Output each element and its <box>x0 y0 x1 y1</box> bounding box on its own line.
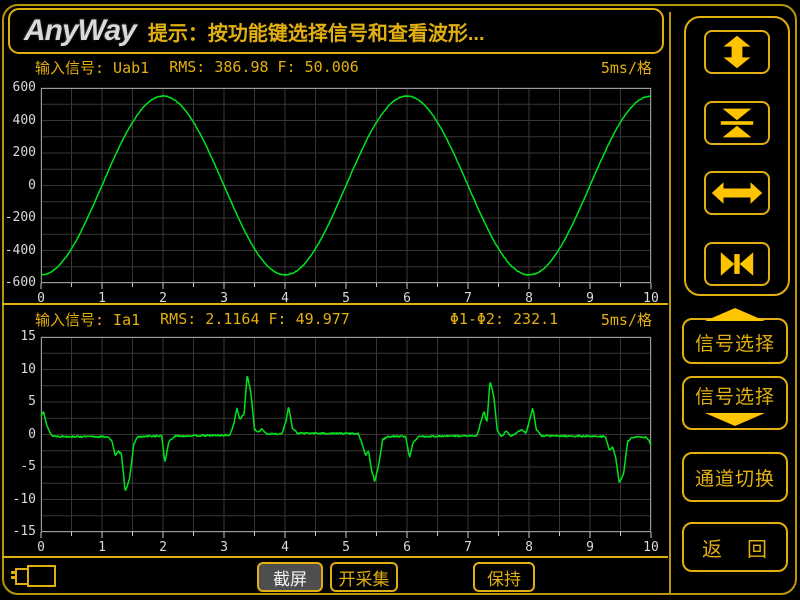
y-tick-label: 0 <box>28 426 36 442</box>
rms-freq-readout: RMS: 2.1164 F: 49.977 <box>160 310 350 328</box>
x-tick-label: 8 <box>525 291 533 306</box>
bottom-bar-divider <box>2 556 668 558</box>
x-tick-label: 6 <box>403 291 411 306</box>
start-acquisition-label: 开采集 <box>338 569 390 589</box>
phase-readout: Φ1-Φ2: 232.1 <box>449 310 559 328</box>
y-tick-label: 600 <box>12 80 36 95</box>
x-tick-label: 5 <box>342 540 350 555</box>
compress-horizontal-button[interactable] <box>704 242 770 286</box>
zoom-button-group <box>684 16 790 296</box>
y-tick-label: -600 <box>4 275 36 290</box>
x-tick-label: 4 <box>281 291 289 306</box>
screenshot-button[interactable]: 截屏 <box>257 562 323 592</box>
x-tick-label: 8 <box>525 540 533 555</box>
signal-select-down-button[interactable]: 信号选择 <box>682 376 788 430</box>
y-tick-label: 5 <box>28 394 36 409</box>
triangle-down-icon <box>705 413 765 426</box>
return-label-left: 返 <box>702 538 723 561</box>
rms-freq-readout: RMS: 386.98 F: 50.006 <box>169 58 359 76</box>
return-button[interactable]: 返 回 <box>682 522 788 572</box>
expand-vertical-icon <box>723 35 751 69</box>
y-tick-label: -10 <box>12 491 36 507</box>
x-tick-label: 2 <box>159 540 167 555</box>
chart-divider <box>2 303 668 305</box>
compress-vertical-button[interactable] <box>704 101 770 145</box>
channel-switch-button[interactable]: 通道切换 <box>682 452 788 502</box>
y-tick-label: -15 <box>12 524 36 539</box>
x-tick-label: 10 <box>643 291 659 306</box>
x-tick-label: 3 <box>220 291 228 306</box>
x-tick-label: 3 <box>220 540 228 555</box>
start-acquisition-button[interactable]: 开采集 <box>330 562 398 592</box>
signal-name: 输入信号: Ia1 <box>35 310 141 329</box>
x-tick-label: 9 <box>586 540 594 555</box>
current-waveform-svg <box>40 336 652 538</box>
x-tick-label: 0 <box>37 291 45 306</box>
title-bar: AnyWay 提示：按功能键选择信号和查看波形... <box>8 8 664 54</box>
expand-horizontal-icon <box>711 182 763 204</box>
signal-select-up-label: 信号选择 <box>694 334 775 355</box>
x-tick-label: 1 <box>98 291 106 306</box>
hold-label: 保持 <box>487 569 521 589</box>
x-tick-label: 2 <box>159 291 167 306</box>
x-tick-label: 6 <box>403 540 411 555</box>
return-label-right: 回 <box>747 538 768 561</box>
y-tick-label: -5 <box>20 459 36 474</box>
current-waveform-panel: 输入信号: Ia1 RMS: 2.1164 F: 49.977 Φ1-Φ2: 2… <box>2 306 668 555</box>
signal-select-down-label: 信号选择 <box>694 387 775 408</box>
x-tick-label: 7 <box>464 540 472 555</box>
signal-name: 输入信号: Uab1 <box>35 58 150 77</box>
screenshot-label: 截屏 <box>273 569 307 589</box>
voltage-waveform-panel: 输入信号: Uab1 RMS: 386.98 F: 50.006 5ms/格 6… <box>2 54 668 306</box>
x-tick-label: 4 <box>281 540 289 555</box>
y-tick-label: 400 <box>12 112 36 128</box>
right-panel-divider <box>669 12 671 593</box>
y-tick-label: 0 <box>28 177 36 193</box>
x-tick-label: 7 <box>464 291 472 306</box>
voltage-header: 输入信号: Uab1 RMS: 386.98 F: 50.006 5ms/格 <box>2 54 668 80</box>
hold-button[interactable]: 保持 <box>473 562 535 592</box>
signal-select-up-button[interactable]: 信号选择 <box>682 308 788 364</box>
anyway-logo: AnyWay <box>24 14 137 47</box>
hint-message: 提示：按功能键选择信号和查看波形... <box>147 22 485 45</box>
voltage-plot: 600 400 200 0 -200 -400 -600 0 1 2 3 4 5 6 7 8 9 10 <box>2 80 668 306</box>
x-tick-label: 5 <box>342 291 350 306</box>
x-tick-label: 10 <box>643 540 659 555</box>
compress-vertical-icon <box>720 108 754 138</box>
y-tick-label: 200 <box>12 145 36 160</box>
x-tick-label: 1 <box>98 540 106 555</box>
expand-vertical-button[interactable] <box>704 30 770 74</box>
voltage-waveform-svg <box>40 87 652 289</box>
outer-frame <box>2 4 797 595</box>
y-tick-label: 10 <box>20 361 36 377</box>
triangle-up-icon <box>705 308 765 321</box>
timebase-readout: 5ms/格 <box>600 310 652 329</box>
y-tick-label: 15 <box>20 329 36 344</box>
battery-icon <box>10 564 56 588</box>
channel-switch-label: 通道切换 <box>694 468 775 490</box>
y-tick-label: -200 <box>4 210 36 225</box>
y-tick-label: -400 <box>4 242 36 258</box>
compress-horizontal-icon <box>720 252 754 276</box>
expand-horizontal-button[interactable] <box>704 171 770 215</box>
timebase-readout: 5ms/格 <box>600 58 652 77</box>
current-header: 输入信号: Ia1 RMS: 2.1164 F: 49.977 Φ1-Φ2: 2… <box>2 306 668 332</box>
x-tick-label: 0 <box>37 540 45 555</box>
current-plot: 15 10 5 0 -5 -10 -15 0 1 2 3 4 5 6 7 8 9 10 <box>2 329 668 555</box>
x-tick-label: 9 <box>586 291 594 306</box>
